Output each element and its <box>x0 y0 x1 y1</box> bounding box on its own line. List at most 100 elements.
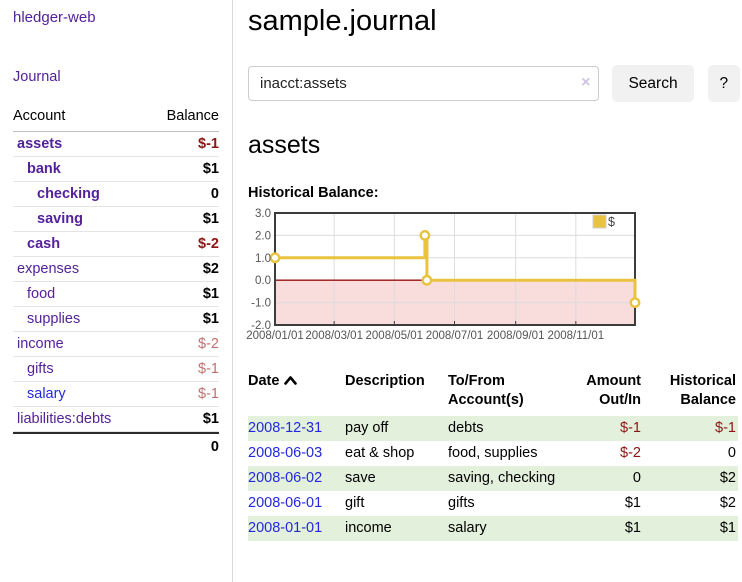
accounts-total-value: 0 <box>210 438 219 455</box>
account-balance: $1 <box>202 286 219 302</box>
account-link-saving[interactable]: saving <box>37 211 83 227</box>
accounts-table-header: Account Balance <box>13 105 219 132</box>
help-button[interactable]: ? <box>707 65 740 102</box>
svg-text:2008/07/01: 2008/07/01 <box>426 330 484 342</box>
account-heading: assets <box>248 131 321 159</box>
transaction-date-link[interactable]: 2008-06-01 <box>248 495 323 511</box>
svg-text:2.0: 2.0 <box>255 230 271 242</box>
transaction-balance: 0 <box>727 445 736 461</box>
account-link-gifts[interactable]: gifts <box>27 361 54 377</box>
svg-text:2008/05/01: 2008/05/01 <box>366 330 424 342</box>
account-row-salary: salary $-1 <box>13 382 219 407</box>
transaction-accounts: food, supplies <box>448 445 538 461</box>
register-row: 2008-12-31 pay off debts $-1 $-1 <box>248 416 738 441</box>
description-column-header: Description <box>345 373 425 389</box>
svg-text:2008/01/01: 2008/01/01 <box>246 330 304 342</box>
register-row: 2008-01-01 income salary $1 $1 <box>248 516 738 541</box>
transaction-date-link[interactable]: 2008-06-02 <box>248 470 323 486</box>
transaction-description: income <box>345 520 392 536</box>
account-link-checking[interactable]: checking <box>37 186 100 202</box>
account-link-food[interactable]: food <box>27 286 56 302</box>
account-balance: $-1 <box>198 386 219 402</box>
svg-text:2008/03/01: 2008/03/01 <box>305 330 363 342</box>
account-balance: $-2 <box>198 236 219 252</box>
search-input[interactable] <box>248 66 600 101</box>
transaction-balance: $2 <box>719 470 736 486</box>
account-row-expenses: expenses $2 <box>13 257 219 282</box>
account-link-bank[interactable]: bank <box>27 161 61 177</box>
transaction-amount: $1 <box>624 520 641 536</box>
sidebar: hledger-web Journal Account Balance asse… <box>0 0 233 582</box>
account-row-cash: cash $-2 <box>13 232 219 257</box>
chart-title: Historical Balance: <box>248 185 379 201</box>
account-balance: $2 <box>202 261 219 277</box>
account-row-supplies: supplies $1 <box>13 307 219 332</box>
svg-text:-1.0: -1.0 <box>251 298 271 310</box>
account-balance: $1 <box>202 311 219 327</box>
account-balance: $1 <box>202 161 219 177</box>
account-link-cash[interactable]: cash <box>27 236 61 252</box>
account-balance: $1 <box>202 211 219 227</box>
account-row-bank: bank $1 <box>13 157 219 182</box>
account-balance: 0 <box>210 186 219 202</box>
transaction-date-link[interactable]: 2008-12-31 <box>248 420 323 436</box>
svg-text:2008/11/01: 2008/11/01 <box>547 330 604 342</box>
register-row: 2008-06-02 save saving, checking 0 $2 <box>248 466 738 491</box>
register-row: 2008-06-01 gift gifts $1 $2 <box>248 491 738 516</box>
transaction-amount: $1 <box>624 495 641 511</box>
page-title: sample.journal <box>248 5 437 37</box>
account-row-assets: assets $-1 <box>13 132 219 157</box>
date-header-label: Date <box>248 373 280 389</box>
account-balance: $1 <box>202 411 219 427</box>
accounts-balance-table: Account Balance assets $-1 bank $1 check… <box>13 105 219 459</box>
transaction-description: pay off <box>345 420 389 436</box>
transaction-balance: $-1 <box>715 420 736 436</box>
balance-column-header: Balance <box>166 108 219 124</box>
search-form: × Search ? <box>248 65 740 102</box>
search-button[interactable]: Search <box>612 65 694 102</box>
transaction-amount: $-2 <box>620 445 641 461</box>
account-row-food: food $1 <box>13 282 219 307</box>
svg-text:$: $ <box>608 215 615 229</box>
register-row: 2008-06-03 eat & shop food, supplies $-2… <box>248 441 738 466</box>
svg-text:1.0: 1.0 <box>255 253 271 265</box>
transaction-accounts: gifts <box>448 495 475 511</box>
accounts-total-row: 0 <box>13 432 219 459</box>
register-table: Date Description To/From Account(s) Amou… <box>248 370 738 541</box>
account-link-supplies[interactable]: supplies <box>27 311 81 327</box>
sidebar-item-journal[interactable]: Journal <box>13 69 61 85</box>
account-link-salary[interactable]: salary <box>27 386 66 402</box>
svg-text:2008/09/01: 2008/09/01 <box>487 330 545 342</box>
clear-search-icon[interactable]: × <box>581 74 591 91</box>
account-balance: $-1 <box>198 361 219 377</box>
transaction-date-link[interactable]: 2008-01-01 <box>248 520 323 536</box>
account-balance: $-1 <box>198 136 219 152</box>
account-column-header: Account <box>13 108 66 124</box>
date-column-header[interactable]: Date <box>248 370 345 416</box>
transaction-accounts: debts <box>448 420 484 436</box>
balance-column-header: Historical Balance <box>669 373 736 408</box>
svg-text:3.0: 3.0 <box>255 208 271 220</box>
transaction-description: gift <box>345 495 365 511</box>
transaction-balance: $1 <box>719 520 736 536</box>
account-row-saving: saving $1 <box>13 207 219 232</box>
account-row-income: income $-2 <box>13 332 219 357</box>
transaction-date-link[interactable]: 2008-06-03 <box>248 445 323 461</box>
transaction-accounts: saving, checking <box>448 470 556 486</box>
account-link-expenses[interactable]: expenses <box>17 261 80 277</box>
account-row-gifts: gifts $-1 <box>13 357 219 382</box>
accounts-column-header: To/From Account(s) <box>448 373 524 408</box>
transaction-amount: 0 <box>632 470 641 486</box>
account-row-liabilities-debts: liabilities:debts $1 <box>13 407 219 432</box>
sort-ascending-icon <box>284 373 298 392</box>
app-title-link[interactable]: hledger-web <box>13 9 96 26</box>
account-link-liabilities-debts[interactable]: liabilities:debts <box>17 411 112 427</box>
account-link-assets[interactable]: assets <box>17 136 63 152</box>
svg-text:-2.0: -2.0 <box>251 320 271 332</box>
main-content: sample.journal × Search ? assets Histori… <box>246 0 740 541</box>
account-link-income[interactable]: income <box>17 336 64 352</box>
transaction-balance: $2 <box>719 495 736 511</box>
transaction-amount: $-1 <box>620 420 641 436</box>
